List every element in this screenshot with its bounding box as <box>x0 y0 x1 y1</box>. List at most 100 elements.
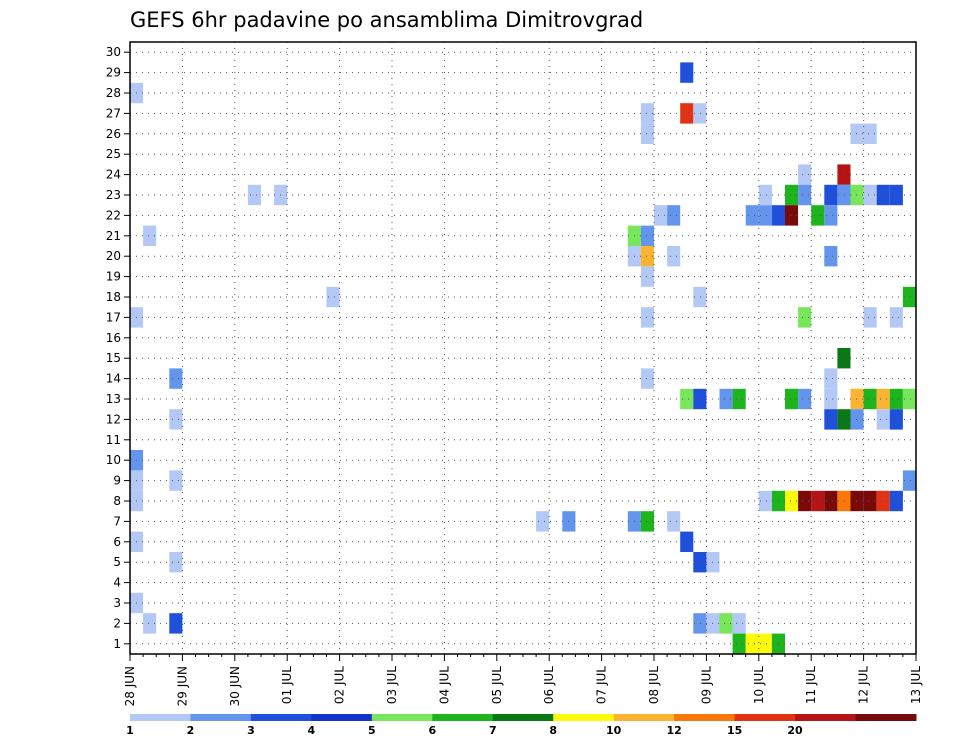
y-tick-label: 3 <box>113 596 121 610</box>
heatmap-cell <box>863 184 877 206</box>
heatmap-cell <box>693 552 707 573</box>
heatmap-cell <box>785 388 799 410</box>
heatmap-cell <box>719 613 733 634</box>
heatmap-cell <box>850 123 864 144</box>
heatmap-cell <box>640 368 654 389</box>
heatmap-cell <box>824 409 838 430</box>
colorbar-label: 1 <box>126 724 134 737</box>
colorbar-swatch <box>492 714 554 721</box>
heatmap-cell <box>640 123 654 144</box>
heatmap-cell <box>640 307 654 328</box>
x-tick-label: 11 JUL <box>804 666 818 704</box>
colorbar-swatch <box>795 714 857 721</box>
heatmap-cell <box>758 184 772 206</box>
heatmap-cell <box>693 286 707 308</box>
colorbar-label: 7 <box>489 724 497 737</box>
heatmap-cell <box>732 388 746 410</box>
heatmap-cell <box>719 388 733 410</box>
colorbar-swatch <box>432 714 494 721</box>
heatmap-cell <box>680 531 694 552</box>
colorbar-swatch <box>130 714 191 721</box>
heatmap-cell <box>876 409 890 430</box>
heatmap-cell <box>889 388 903 410</box>
heatmap-cell <box>824 246 838 267</box>
x-tick-label: 13 JUL <box>909 666 923 704</box>
heatmap-cell <box>680 103 694 124</box>
y-tick-label: 23 <box>106 188 121 202</box>
heatmap-cell <box>745 205 759 226</box>
y-axis: 1234567891011121314151617181920212223242… <box>106 45 130 651</box>
heatmap-cell <box>785 205 799 226</box>
heatmap-cell <box>758 490 772 512</box>
heatmap-cell <box>837 409 851 430</box>
y-tick-label: 24 <box>106 168 121 182</box>
heatmap-cell <box>798 184 812 206</box>
y-tick-label: 14 <box>106 372 121 386</box>
grid-lines <box>130 42 916 654</box>
heatmap-cell <box>143 225 157 246</box>
heatmap-cell <box>732 613 746 634</box>
y-tick-label: 28 <box>106 86 121 100</box>
colorbar-label: 12 <box>666 724 681 737</box>
y-tick-label: 4 <box>113 576 121 590</box>
heatmap-cell <box>837 184 851 206</box>
colorbar-label: 10 <box>606 724 622 737</box>
heatmap-cell <box>837 490 851 512</box>
y-tick-label: 15 <box>106 351 121 365</box>
heatmap-cell <box>902 470 916 491</box>
heatmap-cell <box>745 633 759 654</box>
heatmap-cell <box>667 205 681 226</box>
heatmap-cell <box>889 184 903 206</box>
heatmap-cell <box>824 388 838 410</box>
heatmap-cell <box>640 246 654 267</box>
heatmap-cell <box>758 205 772 226</box>
colorbar-legend: 1 2 3 4 5 6 7 8 10 12 15 20 <box>126 714 917 737</box>
heatmap-cell <box>837 348 851 369</box>
heatmap-cell <box>876 184 890 206</box>
x-tick-label: 05 JUL <box>490 666 504 704</box>
y-tick-label: 26 <box>106 127 121 141</box>
heatmap-cell <box>640 225 654 246</box>
heatmap-cell <box>169 368 183 389</box>
colorbar-swatch <box>311 714 373 721</box>
y-tick-label: 17 <box>106 310 121 324</box>
heatmap-cell <box>863 490 877 512</box>
heatmap-cell <box>811 490 825 512</box>
y-tick-label: 8 <box>113 494 121 508</box>
heatmap-cell <box>693 613 707 634</box>
colorbar-label: 4 <box>308 724 316 737</box>
heatmap-cell <box>889 409 903 430</box>
heatmap-cell <box>811 205 825 226</box>
y-tick-label: 9 <box>113 474 121 488</box>
heatmap-cell <box>169 613 183 634</box>
y-tick-label: 16 <box>106 331 121 345</box>
heatmap-cell <box>850 490 864 512</box>
x-tick-label: 06 JUL <box>542 666 556 704</box>
heatmap-cell <box>640 511 654 532</box>
heatmap-cell <box>863 388 877 410</box>
colorbar-label: 15 <box>727 724 742 737</box>
y-tick-label: 30 <box>106 45 121 59</box>
heatmap-cells <box>130 62 916 654</box>
heatmap-cell <box>247 184 261 206</box>
heatmap-cell <box>758 633 772 654</box>
heatmap-cell <box>798 388 812 410</box>
x-tick-label: 07 JUL <box>595 666 609 704</box>
heatmap-cell <box>680 388 694 410</box>
heatmap-cell <box>889 307 903 328</box>
heatmap-cell <box>169 409 183 430</box>
colorbar-label: 20 <box>787 724 803 737</box>
colorbar-swatch <box>855 714 917 721</box>
heatmap-cell <box>785 490 799 512</box>
heatmap-cell <box>693 388 707 410</box>
heatmap-cell <box>798 307 812 328</box>
y-tick-label: 29 <box>106 66 121 80</box>
heatmap-cell <box>850 388 864 410</box>
y-tick-label: 7 <box>113 514 121 528</box>
x-tick-label: 01 JUL <box>280 666 294 704</box>
heatmap-cell <box>850 409 864 430</box>
y-tick-label: 2 <box>113 616 121 630</box>
x-axis: 28 JUN 29 JUN 30 JUN 01 JUL 02 JUL 03 JUL 04 J… <box>123 654 923 706</box>
x-tick-label: 29 JUN <box>175 666 189 706</box>
colorbar-swatch <box>734 714 796 721</box>
